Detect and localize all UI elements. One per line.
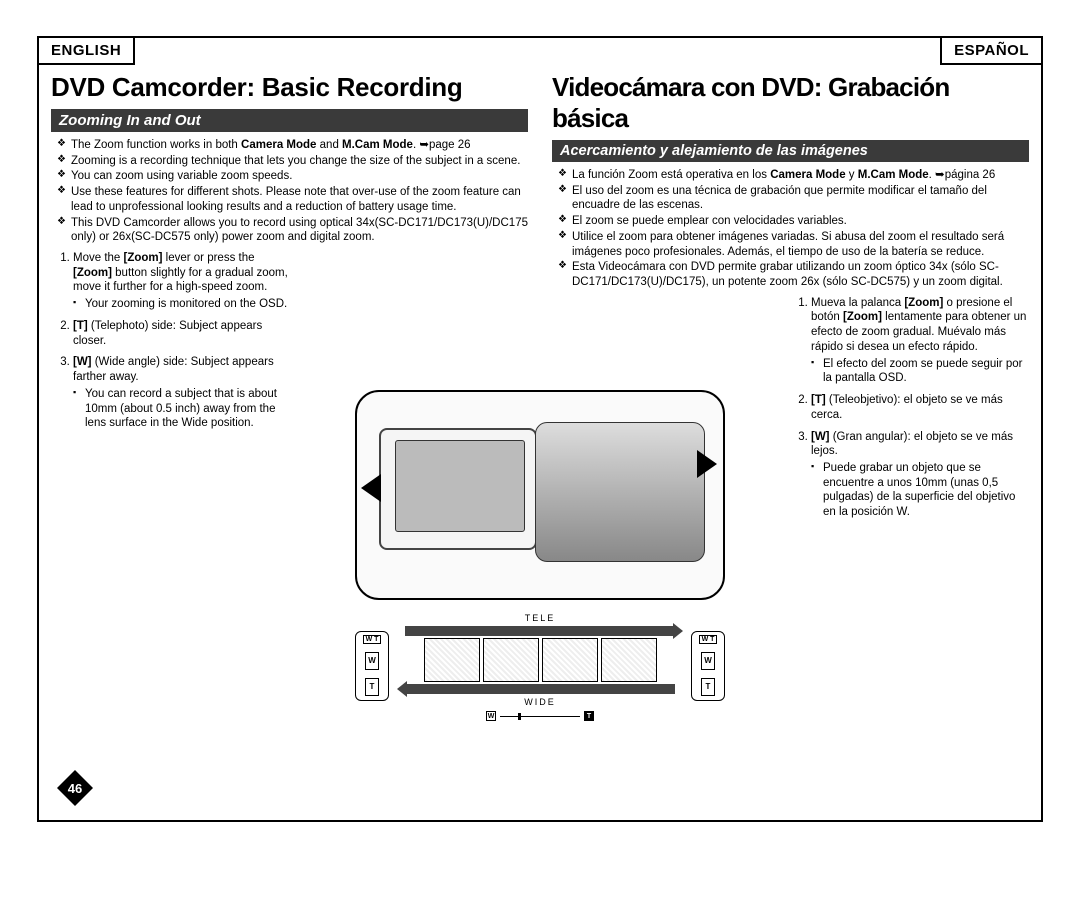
camcorder-drawing (355, 390, 725, 600)
page-number: 46 (55, 768, 95, 808)
zoom-lever-right: W T W T (691, 631, 725, 701)
intro-bullets-en: The Zoom function works in both Camera M… (51, 138, 528, 245)
bullet: El uso del zoom es una técnica de grabac… (558, 184, 1029, 213)
arrow-right-icon (697, 450, 717, 478)
zoom-thumb (542, 638, 598, 682)
steps-en: Move the [Zoom] lever or press the [Zoom… (51, 251, 291, 431)
bullet: You can zoom using variable zoom speeds. (57, 169, 528, 184)
steps-es: Mueva la palanca [Zoom] o presione el bo… (789, 296, 1029, 520)
zoom-thumb (483, 638, 539, 682)
bullet: The Zoom function works in both Camera M… (57, 138, 528, 153)
bullet: Utilice el zoom para obtener imágenes va… (558, 230, 1029, 259)
sub-bullet: El efecto del zoom se puede seguir por l… (811, 357, 1029, 386)
sub-bullet: Your zooming is monitored on the OSD. (73, 297, 291, 312)
chapter-title-en: DVD Camcorder: Basic Recording (51, 72, 528, 103)
wide-label: WIDE (397, 697, 683, 707)
step: [W] (Gran angular): el objeto se ve más … (811, 430, 1029, 520)
sub-bullet: Puede grabar un objeto que se encuentre … (811, 461, 1029, 520)
steps-wrap-es: Mueva la palanca [Zoom] o presione el bo… (789, 296, 1029, 520)
bullet: Use these features for different shots. … (57, 185, 528, 214)
zoom-thumb (601, 638, 657, 682)
zoom-indicator: WT (397, 711, 683, 721)
bullet: Zooming is a recording technique that le… (57, 154, 528, 169)
tele-arrow-icon (405, 626, 675, 636)
section-heading-es: Acercamiento y alejamiento de las imágen… (552, 140, 1029, 162)
bullet: Esta Videocámara con DVD permite grabar … (558, 260, 1029, 289)
zoom-lever-left: W T W T (355, 631, 389, 701)
lang-tab-spanish: ESPAÑOL (940, 36, 1043, 65)
arrow-left-icon (361, 474, 381, 502)
sub-bullet: You can record a subject that is about 1… (73, 387, 291, 431)
wide-arrow-icon (405, 684, 675, 694)
intro-bullets-es: La función Zoom está operativa en los Ca… (552, 168, 1029, 290)
steps-wrap-en: Move the [Zoom] lever or press the [Zoom… (51, 251, 291, 431)
zoom-thumbnails: TELE WIDE WT (397, 610, 683, 721)
zoom-diagram: W T W T TELE WIDE WT W T (355, 610, 725, 721)
manual-page: ENGLISH ESPAÑOL DVD Camcorder: Basic Rec… (37, 36, 1043, 822)
step: [W] (Wide angle) side: Subject appears f… (73, 355, 291, 431)
section-heading-en: Zooming In and Out (51, 109, 528, 132)
camcorder-illustration: W T W T TELE WIDE WT W T (355, 390, 725, 721)
bullet: This DVD Camcorder allows you to record … (57, 216, 528, 245)
step: [T] (Teleobjetivo): el objeto se ve más … (811, 393, 1029, 422)
bullet: La función Zoom está operativa en los Ca… (558, 168, 1029, 183)
lcd-panel (379, 428, 537, 550)
zoom-thumb (424, 638, 480, 682)
step: [T] (Telephoto) side: Subject appears cl… (73, 319, 291, 348)
camera-body (535, 422, 705, 562)
step: Move the [Zoom] lever or press the [Zoom… (73, 251, 291, 312)
chapter-title-es: Videocámara con DVD: Grabación básica (552, 72, 1029, 134)
tele-label: TELE (397, 613, 683, 623)
bullet: El zoom se puede emplear con velocidades… (558, 214, 1029, 229)
lang-tab-english: ENGLISH (37, 36, 135, 65)
step: Mueva la palanca [Zoom] o presione el bo… (811, 296, 1029, 386)
